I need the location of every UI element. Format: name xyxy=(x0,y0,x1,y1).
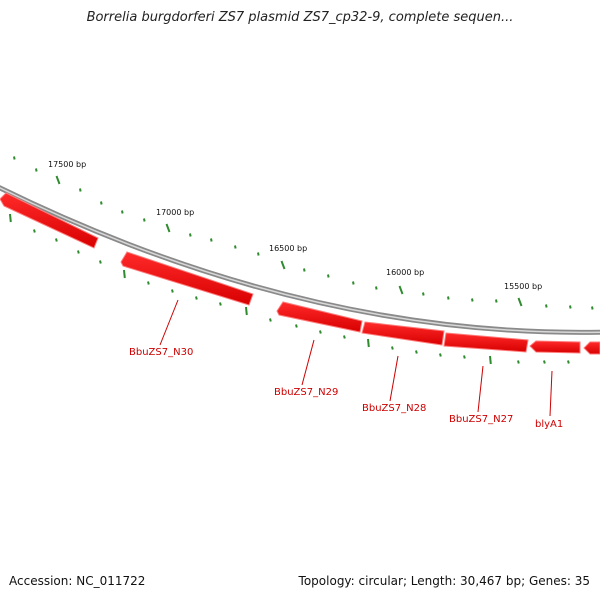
minor-tick xyxy=(447,296,450,300)
major-tick xyxy=(398,285,404,295)
gene-arrow[interactable] xyxy=(0,192,99,249)
inner-tick xyxy=(9,213,12,223)
gene-arrow[interactable] xyxy=(276,301,363,333)
inner-tick xyxy=(55,238,58,242)
gene-label[interactable]: BbuZS7_N28 xyxy=(362,403,426,414)
major-tick xyxy=(517,297,523,307)
inner-tick xyxy=(195,296,198,300)
inner-tick xyxy=(295,324,298,328)
tick-label: 17500 bp xyxy=(48,160,86,169)
minor-tick xyxy=(495,299,498,303)
scale-ticks: 17500 bp 17000 bp 16500 bp 16000 bp 15500 bp xyxy=(9,156,594,365)
minor-tick xyxy=(189,233,192,237)
minor-tick xyxy=(303,268,306,272)
inner-tick xyxy=(343,335,346,339)
minor-tick xyxy=(143,218,146,222)
gene-labels: BbuZS7_N30 BbuZS7_N29 BbuZS7_N28 BbuZS7_N27… xyxy=(129,299,563,430)
topology-summary: Topology: circular; Length: 30,467 bp; G… xyxy=(298,574,590,588)
inner-tick xyxy=(517,360,520,364)
inner-tick xyxy=(33,229,36,233)
minor-tick xyxy=(545,304,548,308)
backbone-highlight xyxy=(0,187,600,334)
inner-tick xyxy=(171,289,174,293)
inner-tick xyxy=(319,330,322,334)
gene-arrow[interactable] xyxy=(361,321,445,346)
gene-label[interactable]: BbuZS7_N30 xyxy=(129,347,193,358)
gene-features xyxy=(0,192,600,355)
tick-label: 16000 bp xyxy=(386,268,424,277)
minor-tick xyxy=(352,281,355,285)
gene-label[interactable]: BbuZS7_N29 xyxy=(274,387,338,398)
inner-tick xyxy=(77,250,80,254)
map-title: Borrelia burgdorferi ZS7 plasmid ZS7_cp3… xyxy=(86,10,514,25)
minor-tick xyxy=(327,274,330,278)
inner-tick xyxy=(489,355,492,365)
inner-tick xyxy=(367,338,370,348)
major-tick xyxy=(55,175,61,185)
gene-label-leader xyxy=(389,355,399,402)
minor-tick xyxy=(591,306,594,310)
tick-label: 15500 bp xyxy=(504,282,542,291)
minor-tick xyxy=(100,201,103,205)
minor-tick xyxy=(422,292,425,296)
inner-tick xyxy=(123,269,126,279)
inner-tick xyxy=(391,346,394,350)
accession-text: Accession: NC_011722 xyxy=(9,574,146,588)
minor-tick xyxy=(234,245,237,249)
gene-label[interactable]: blyA1 xyxy=(535,419,563,430)
gene-arrow[interactable] xyxy=(443,332,529,353)
inner-tick xyxy=(269,318,272,322)
minor-tick xyxy=(471,298,474,302)
gene-label[interactable]: BbuZS7_N27 xyxy=(449,414,513,425)
minor-tick xyxy=(375,286,378,290)
gene-arrow[interactable] xyxy=(529,340,581,354)
gene-label-leader xyxy=(549,370,553,417)
inner-tick xyxy=(219,302,222,306)
inner-tick xyxy=(567,360,570,364)
gene-label-leader xyxy=(159,299,179,346)
minor-tick xyxy=(79,188,82,192)
minor-tick xyxy=(210,238,213,242)
inner-tick xyxy=(439,353,442,357)
inner-tick xyxy=(543,360,546,364)
minor-tick xyxy=(257,252,260,256)
minor-tick xyxy=(35,168,38,172)
minor-tick xyxy=(13,156,16,160)
inner-tick xyxy=(463,355,466,359)
gene-label-leader xyxy=(477,365,484,413)
gene-arrow[interactable] xyxy=(120,251,254,306)
major-tick xyxy=(280,260,286,270)
minor-tick xyxy=(569,305,572,309)
inner-tick xyxy=(99,260,102,264)
major-tick xyxy=(165,223,171,233)
inner-tick xyxy=(415,350,418,354)
inner-tick xyxy=(245,306,248,316)
minor-tick xyxy=(121,210,124,214)
gene-label-leader xyxy=(301,339,315,386)
inner-tick xyxy=(147,281,150,285)
gene-arrow[interactable] xyxy=(583,341,600,355)
tick-label: 16500 bp xyxy=(269,244,307,253)
tick-label: 17000 bp xyxy=(156,208,194,217)
